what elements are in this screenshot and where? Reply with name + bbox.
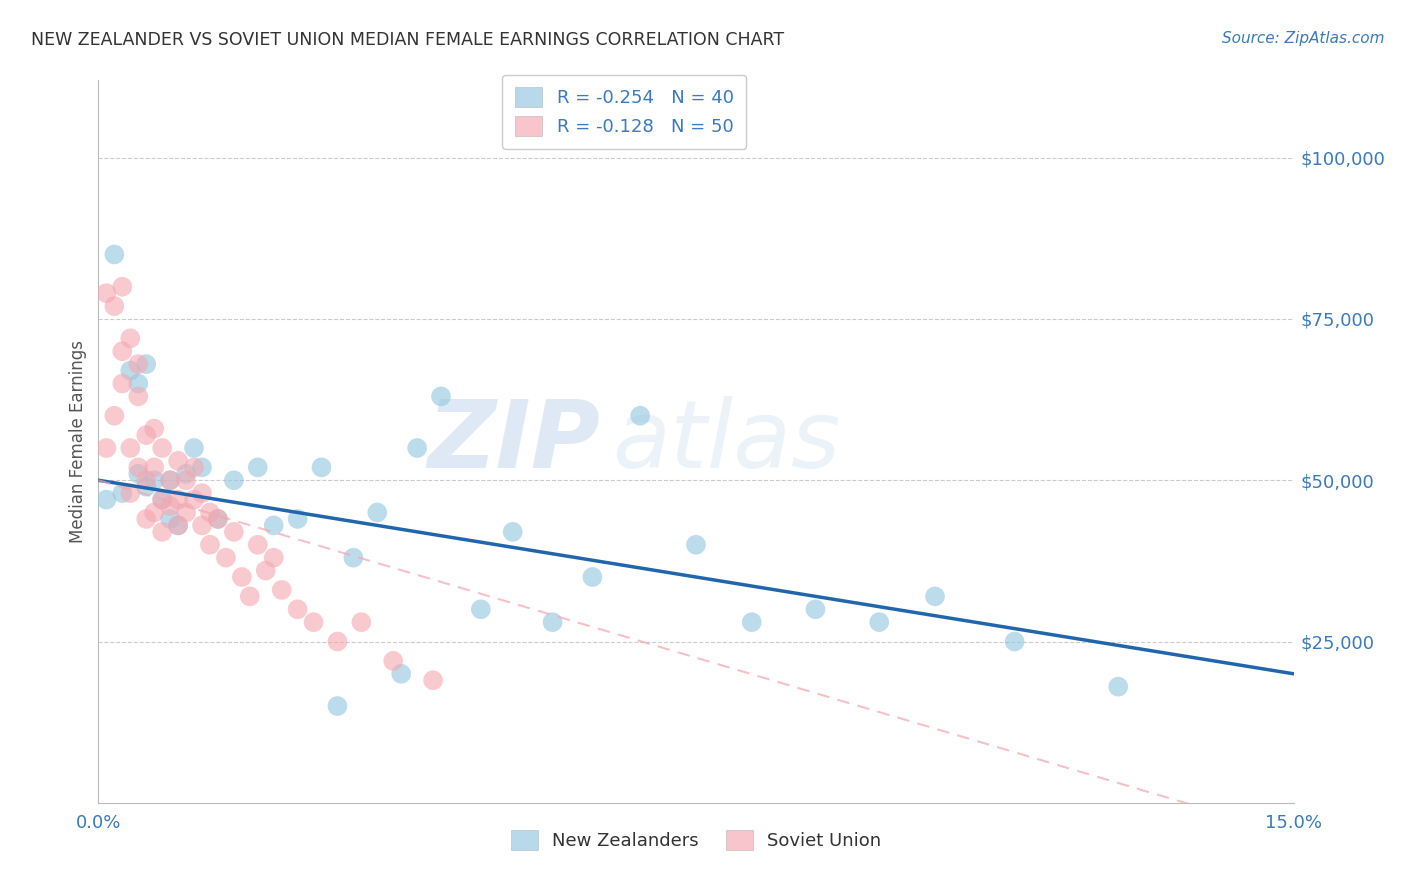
Point [135,357,157,371]
Point [183,460,205,475]
Point [198,538,221,552]
Y-axis label: Median Female Earnings: Median Female Earnings [69,340,87,543]
Point [191,518,214,533]
Point [120,363,142,377]
Point [1107,680,1129,694]
Point [430,389,453,403]
Point [143,460,166,475]
Point [326,634,349,648]
Point [868,615,890,630]
Point [96,286,118,301]
Point [135,428,157,442]
Text: ZIP: ZIP [427,395,600,488]
Point [150,524,173,539]
Point [96,492,118,507]
Point [541,615,564,630]
Point [111,486,134,500]
Point [174,473,197,487]
Point [311,460,333,475]
Point [389,666,412,681]
Point [167,492,190,507]
Point [159,473,181,487]
Point [127,460,149,475]
Point [581,570,603,584]
Point [207,512,229,526]
Point [263,550,285,565]
Point [326,699,349,714]
Point [183,492,205,507]
Point [382,654,405,668]
Point [191,486,214,500]
Point [502,524,524,539]
Point [422,673,444,688]
Point [741,615,763,630]
Point [804,602,827,616]
Point [246,460,269,475]
Point [143,422,166,436]
Point [239,590,262,604]
Point [470,602,492,616]
Point [174,506,197,520]
Point [270,582,292,597]
Point [254,564,277,578]
Point [96,441,118,455]
Point [350,615,373,630]
Point [287,602,309,616]
Point [143,506,166,520]
Point [183,441,205,455]
Point [222,524,245,539]
Point [406,441,429,455]
Point [159,499,181,513]
Point [120,441,142,455]
Point [685,538,707,552]
Point [159,512,181,526]
Point [174,467,197,481]
Legend: New Zealanders, Soviet Union: New Zealanders, Soviet Union [502,821,890,859]
Point [120,486,142,500]
Point [263,518,285,533]
Point [231,570,253,584]
Point [342,550,364,565]
Point [103,299,125,313]
Point [207,512,229,526]
Point [366,506,388,520]
Point [127,376,149,391]
Point [103,247,125,261]
Point [150,492,173,507]
Point [135,473,157,487]
Point [111,279,134,293]
Text: NEW ZEALANDER VS SOVIET UNION MEDIAN FEMALE EARNINGS CORRELATION CHART: NEW ZEALANDER VS SOVIET UNION MEDIAN FEM… [31,31,785,49]
Point [111,344,134,359]
Point [150,492,173,507]
Text: Source: ZipAtlas.com: Source: ZipAtlas.com [1222,31,1385,46]
Point [167,454,190,468]
Point [127,467,149,481]
Point [127,357,149,371]
Point [103,409,125,423]
Point [135,480,157,494]
Point [246,538,269,552]
Point [302,615,325,630]
Point [1004,634,1026,648]
Point [222,473,245,487]
Point [167,518,190,533]
Text: atlas: atlas [613,396,841,487]
Point [150,441,173,455]
Point [287,512,309,526]
Point [628,409,651,423]
Point [159,473,181,487]
Point [215,550,238,565]
Point [167,518,190,533]
Point [135,512,157,526]
Point [127,389,149,403]
Point [191,460,214,475]
Point [924,590,946,604]
Point [120,331,142,345]
Point [143,473,166,487]
Point [198,506,221,520]
Point [111,376,134,391]
